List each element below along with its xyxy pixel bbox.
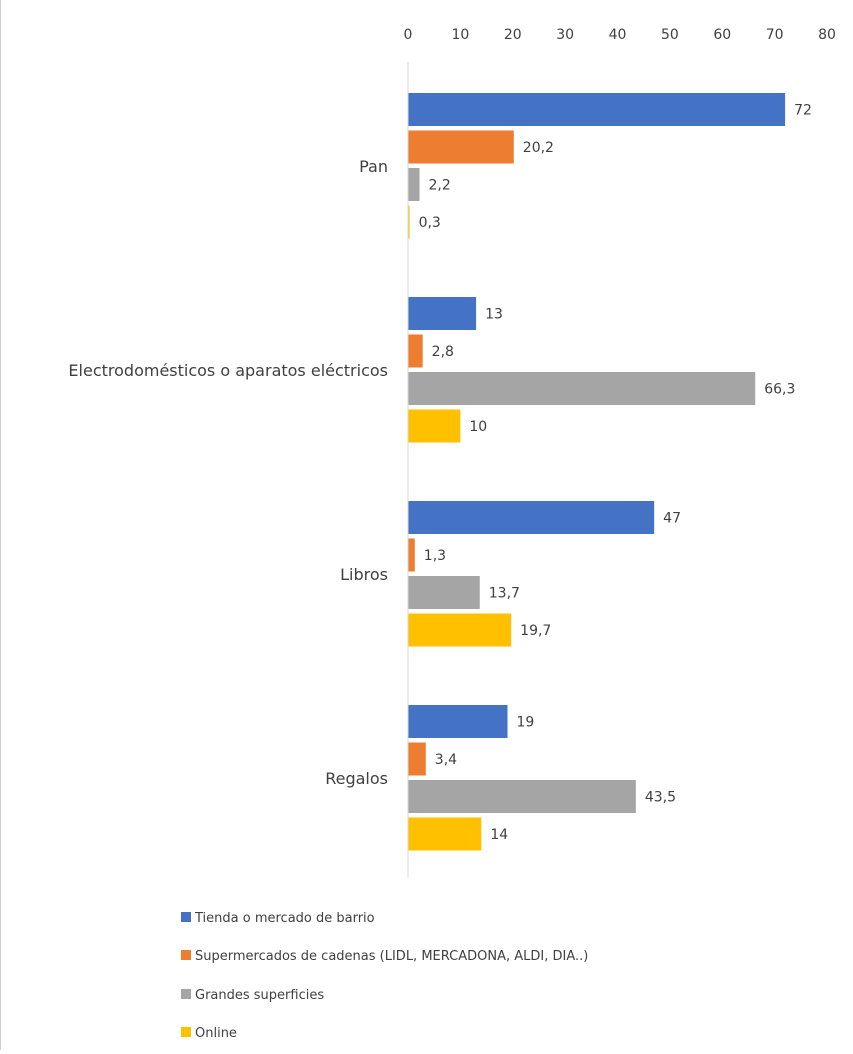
- data-label: 2,2: [429, 178, 451, 194]
- bar: [408, 576, 480, 609]
- bar: [408, 205, 410, 239]
- data-label: 13,7: [489, 586, 520, 602]
- bar: [408, 168, 420, 201]
- legend-swatch: [181, 950, 191, 960]
- category-label: Electrodomésticos o aparatos eléctricos: [68, 361, 388, 380]
- legend-label: Grandes superficies: [195, 988, 324, 1003]
- bar: [408, 93, 786, 126]
- data-label: 72: [794, 103, 812, 119]
- bar: [408, 742, 426, 776]
- data-label: 66,3: [764, 382, 795, 398]
- x-tick-label: 30: [556, 27, 574, 43]
- frame-border: [0, 0, 1, 1050]
- x-tick-label: 60: [713, 27, 731, 43]
- legend-label: Supermercados de cadenas (LIDL, MERCADON…: [195, 949, 588, 964]
- x-tick-label: 20: [504, 27, 522, 43]
- bar: [408, 538, 415, 572]
- data-label: 10: [469, 419, 487, 435]
- data-label: 43,5: [645, 790, 676, 806]
- data-label: 1,3: [424, 548, 446, 564]
- data-label: 47: [663, 511, 681, 527]
- x-tick-label: 50: [661, 27, 679, 43]
- data-label: 19,7: [520, 623, 551, 639]
- legend-swatch: [181, 989, 191, 999]
- data-label: 14: [490, 827, 508, 843]
- data-labels: 72 20,2 2,2 0,3 13 2,8 66,3 10 47 1,3 13,7 19,7 19 3,…: [419, 103, 812, 844]
- legend-label: Tienda o mercado de barrio: [194, 911, 375, 926]
- x-tick-label: 0: [404, 27, 413, 43]
- x-tick-label: 40: [609, 27, 627, 43]
- bar: [408, 409, 461, 443]
- category-label: Libros: [340, 565, 388, 584]
- data-label: 0,3: [419, 215, 441, 231]
- x-tick-label: 80: [818, 27, 836, 43]
- legend-swatch: [181, 1027, 191, 1037]
- category-label: Pan: [359, 157, 388, 176]
- bar: [408, 501, 655, 534]
- data-label: 2,8: [432, 344, 454, 360]
- bar: [408, 297, 477, 330]
- data-label: 3,4: [435, 752, 457, 768]
- x-tick-label: 70: [766, 27, 784, 43]
- bar: [408, 817, 482, 851]
- bar: [408, 705, 508, 738]
- x-axis-ticks: 0 10 20 30 40 50 60 70 80: [404, 27, 836, 43]
- legend: Tienda o mercado de barrio Supermercados …: [181, 911, 588, 1041]
- bar: [408, 372, 756, 405]
- bar: [408, 130, 514, 164]
- bars: [408, 93, 786, 851]
- data-label: 19: [517, 715, 535, 731]
- legend-label: Online: [195, 1026, 237, 1041]
- bar: [408, 613, 512, 647]
- x-tick-label: 10: [451, 27, 469, 43]
- category-labels: Pan Electrodomésticos o aparatos eléctric…: [68, 157, 388, 788]
- category-label: Regalos: [325, 769, 388, 788]
- legend-swatch: [181, 912, 191, 922]
- data-label: 13: [485, 307, 503, 323]
- bar: [408, 334, 423, 368]
- bar: [408, 780, 636, 813]
- data-label: 20,2: [523, 140, 554, 156]
